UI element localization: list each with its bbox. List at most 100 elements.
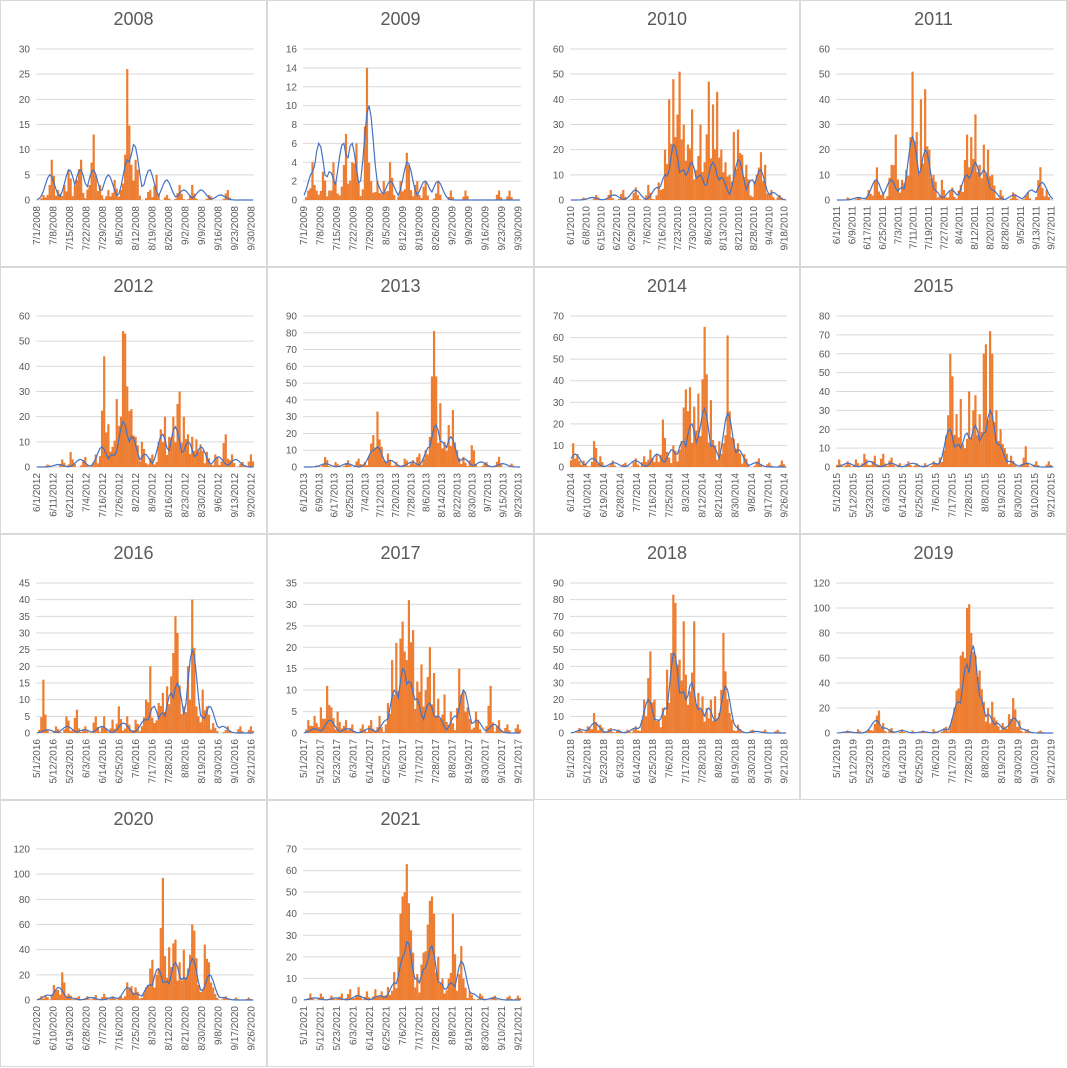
bar [737,130,739,200]
x-tick-label: 6/19/2014 [599,473,610,518]
bar [376,412,378,467]
bar [147,192,149,200]
bar [962,192,964,200]
x-tick-label: 9/10/2016 [230,739,241,784]
bar [966,608,968,733]
bar [185,977,187,1000]
bar [1012,192,1014,200]
bar [391,466,393,467]
x-tick-label: 7/4/2012 [82,473,93,512]
bar [345,720,347,733]
bar [664,715,666,733]
bar [387,191,389,200]
x-tick-label: 7/6/2016 [131,739,142,778]
y-tick-label: 6 [291,139,297,150]
bar [631,199,633,200]
bar [114,998,116,1000]
bar [699,436,701,467]
x-tick-label: 6/14/2018 [632,739,643,784]
y-tick-label: 30 [553,679,565,690]
bar [639,731,641,733]
bar [591,729,593,733]
x-tick-label: 8/30/2017 [481,739,492,784]
x-tick-label: 7/4/2013 [360,473,371,512]
x-tick-label: 8/5/2009 [382,206,393,245]
x-tick-label: 6/1/2010 [566,206,577,245]
bar [414,987,416,1000]
y-tick-label: 50 [553,355,565,366]
y-tick-label: 40 [819,679,831,690]
bar [693,621,695,733]
y-tick-label: 20 [19,970,31,981]
x-tick-label: 7/15/2008 [65,206,76,251]
x-tick-label: 7/28/2013 [406,473,417,518]
bar [899,193,901,200]
bar [200,992,202,1000]
x-tick-label: 9/10/2017 [497,739,508,784]
y-tick-label: 80 [19,895,31,906]
y-tick-label: 16 [286,45,298,56]
x-tick-label: 7/12/2013 [376,473,387,518]
bar [672,79,674,200]
bar [683,621,685,733]
bar [876,167,878,200]
bar [124,334,126,467]
y-tick-label: 0 [24,463,30,474]
bar [351,162,353,200]
x-tick-label: 5/23/2015 [865,473,876,518]
x-tick-label: 7/23/2010 [673,206,684,251]
bar [174,442,176,467]
bar [191,925,193,1001]
bar [1023,732,1025,733]
bar [631,466,633,467]
bar [208,715,210,733]
x-tick-label: 7/15/2009 [332,206,343,251]
x-tick-label: 6/25/2015 [915,473,926,518]
y-tick-label: 70 [286,345,298,356]
x-tick-label: 8/28/2010 [749,206,760,251]
bar [370,444,372,467]
bar [322,172,324,200]
y-tick-label: 40 [286,909,298,920]
bar [674,603,676,733]
bar [635,458,637,467]
bar [880,459,882,467]
bar [947,197,949,200]
x-tick-label: 8/12/2009 [398,206,409,251]
bar [86,731,88,733]
bar [631,732,633,733]
x-tick-label: 7/16/2012 [98,473,109,518]
bar [164,956,166,1000]
bar [729,713,731,733]
x-tick-label: 5/1/2018 [566,739,577,778]
bar [141,726,143,733]
x-tick-label: 8/21/2014 [714,473,725,518]
x-tick-label: 5/1/2016 [32,739,43,778]
bar [589,466,591,467]
bar [107,190,109,200]
bar [614,466,616,467]
bar [149,190,151,200]
bar [313,185,315,200]
bar [989,723,991,733]
bar [418,195,420,200]
bar [381,727,383,733]
y-tick-label: 0 [24,729,30,740]
bar [500,465,502,467]
bar [960,399,962,467]
x-tick-label: 7/30/2010 [688,206,699,251]
bar [664,438,666,467]
y-tick-label: 5 [24,170,30,181]
bar [508,191,510,200]
bar [460,946,462,1000]
x-tick-label: 8/8/2016 [181,739,192,778]
bar [481,466,483,467]
bar [635,726,637,733]
bar [683,125,685,201]
bar [1010,199,1012,200]
bar [397,197,399,200]
bar [153,988,155,1000]
